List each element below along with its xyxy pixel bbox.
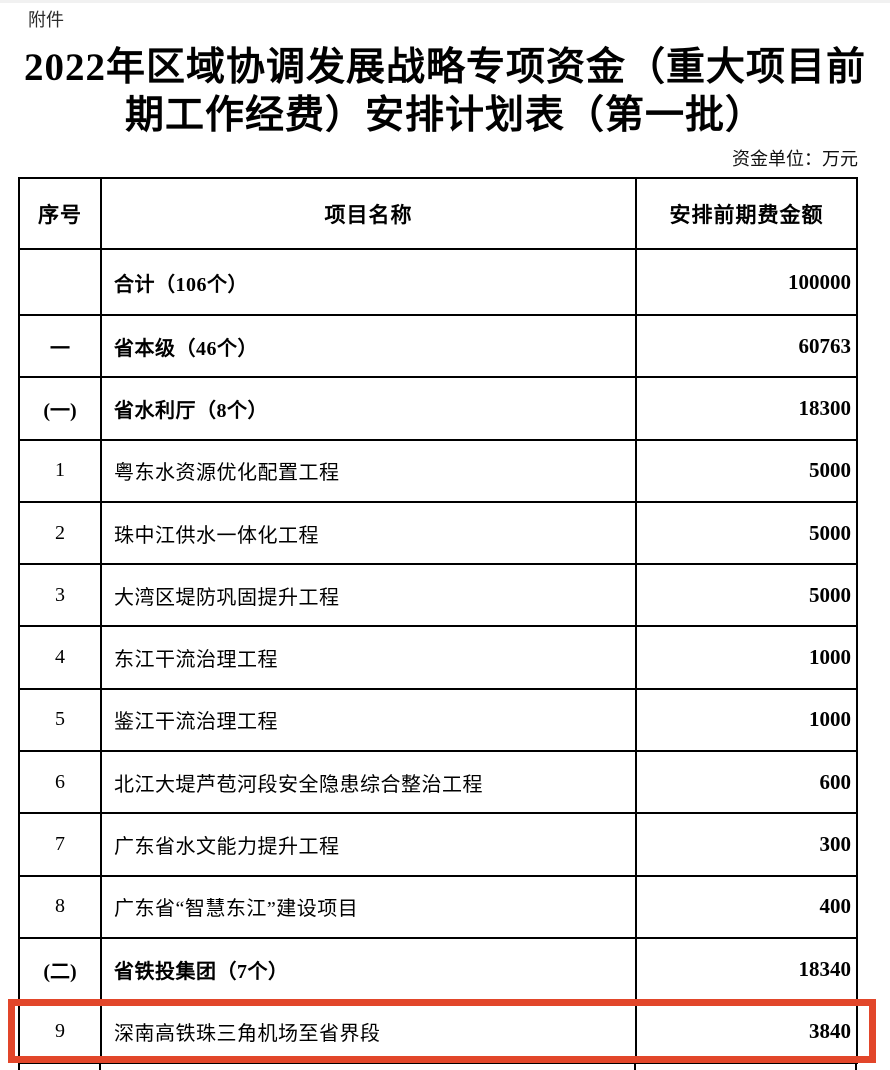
cell-project-name: 大湾区堤防巩固提升工程 <box>100 563 637 628</box>
cell-project-name: 广东省水文能力提升工程 <box>100 812 637 877</box>
table-row: 6 北江大堤芦苞河段安全隐患综合整治工程 600 <box>18 750 858 815</box>
cell-project-name: 粤东水资源优化配置工程 <box>100 438 637 503</box>
cell-serial-number: 3 <box>18 563 102 628</box>
cell-amount: 1000 <box>635 687 858 753</box>
next-row-border-stub <box>18 1064 20 1070</box>
table-row: 3 大湾区堤防巩固提升工程 5000 <box>18 563 858 628</box>
table-row: (一) 省水利厅（8个） 18300 <box>18 376 858 441</box>
cell-serial-number: 4 <box>18 625 102 690</box>
cell-project-name: 北江大堤芦苞河段安全隐患综合整治工程 <box>100 750 637 815</box>
unit-note: 资金单位：万元 <box>732 149 858 169</box>
table-row: 1 粤东水资源优化配置工程 5000 <box>18 438 858 503</box>
cell-amount: 300 <box>635 812 858 877</box>
cell-serial-number: 2 <box>18 500 102 566</box>
cell-serial-number: 5 <box>18 687 102 753</box>
cell-amount: 5000 <box>635 563 858 628</box>
title-line-2: 期工作经费）安排计划表（第一批） <box>124 94 765 137</box>
table-row: (二) 省铁投集团（7个） 18340 <box>18 936 858 1002</box>
next-row-border-stub <box>634 1064 636 1070</box>
header-serial-number: 序号 <box>18 177 102 250</box>
cell-project-name: 深南高铁珠三角机场至省界段 <box>100 999 637 1064</box>
cell-project-name: 合计（106个） <box>100 248 637 316</box>
cell-amount: 18300 <box>635 376 858 441</box>
cell-project-name: 东江干流治理工程 <box>100 625 637 690</box>
cell-project-name: 省本级（46个） <box>100 313 637 379</box>
header-project-name: 项目名称 <box>100 177 637 250</box>
cell-serial-number: 8 <box>18 874 102 939</box>
table-row: 7 广东省水文能力提升工程 300 <box>18 812 858 877</box>
next-row-border-stub <box>99 1064 101 1070</box>
cell-amount: 600 <box>635 750 858 815</box>
cell-serial-number: 9 <box>18 999 102 1064</box>
allocation-table: 序号 项目名称 安排前期费金额 合计（106个） 100000 一省本级（46个） 6… <box>18 177 858 1064</box>
table-row-highlighted: 9 深南高铁珠三角机场至省界段 3840 <box>18 999 858 1064</box>
table-row: 8 广东省“智慧东江”建设项目 400 <box>18 874 858 939</box>
header-amount: 安排前期费金额 <box>635 177 858 250</box>
cell-amount: 400 <box>635 874 858 939</box>
cell-serial-number: (一) <box>18 376 102 441</box>
cell-amount: 3840 <box>635 999 858 1064</box>
cell-project-name: 省铁投集团（7个） <box>100 936 637 1002</box>
table-row: 5 鉴江干流治理工程 1000 <box>18 687 858 753</box>
table-header-row: 序号 项目名称 安排前期费金额 <box>18 177 858 250</box>
cell-serial-number: 一 <box>18 313 102 379</box>
attachment-label: 附件 <box>28 10 64 30</box>
cell-serial-number <box>18 248 102 316</box>
page-top-edge <box>0 0 890 3</box>
table-row: 合计（106个） 100000 <box>18 248 858 316</box>
cell-amount: 1000 <box>635 625 858 690</box>
title-line-1: 2022年区域协调发展战略专项资金（重大项目前 <box>23 46 866 89</box>
table-row: 4 东江干流治理工程 1000 <box>18 625 858 690</box>
next-row-border-stub <box>855 1064 857 1070</box>
cell-amount: 18340 <box>635 936 858 1002</box>
table-row: 一省本级（46个） 60763 <box>18 313 858 379</box>
cell-serial-number: 1 <box>18 438 102 503</box>
cell-project-name: 省水利厅（8个） <box>100 376 637 441</box>
cell-amount: 100000 <box>635 248 858 316</box>
document-title: 2022年区域协调发展战略专项资金（重大项目前 期工作经费）安排计划表（第一批） <box>0 44 890 140</box>
cell-amount: 60763 <box>635 313 858 379</box>
table-body: 合计（106个） 100000 一省本级（46个） 60763 (一) 省水利厅（8个） 1… <box>18 248 858 1064</box>
cell-project-name: 鉴江干流治理工程 <box>100 687 637 753</box>
cell-amount: 5000 <box>635 438 858 503</box>
cell-project-name: 珠中江供水一体化工程 <box>100 500 637 566</box>
cell-amount: 5000 <box>635 500 858 566</box>
cell-serial-number: (二) <box>18 936 102 1002</box>
cell-serial-number: 7 <box>18 812 102 877</box>
cell-project-name: 广东省“智慧东江”建设项目 <box>100 874 637 939</box>
cell-serial-number: 6 <box>18 750 102 815</box>
table-row: 2 珠中江供水一体化工程 5000 <box>18 500 858 566</box>
